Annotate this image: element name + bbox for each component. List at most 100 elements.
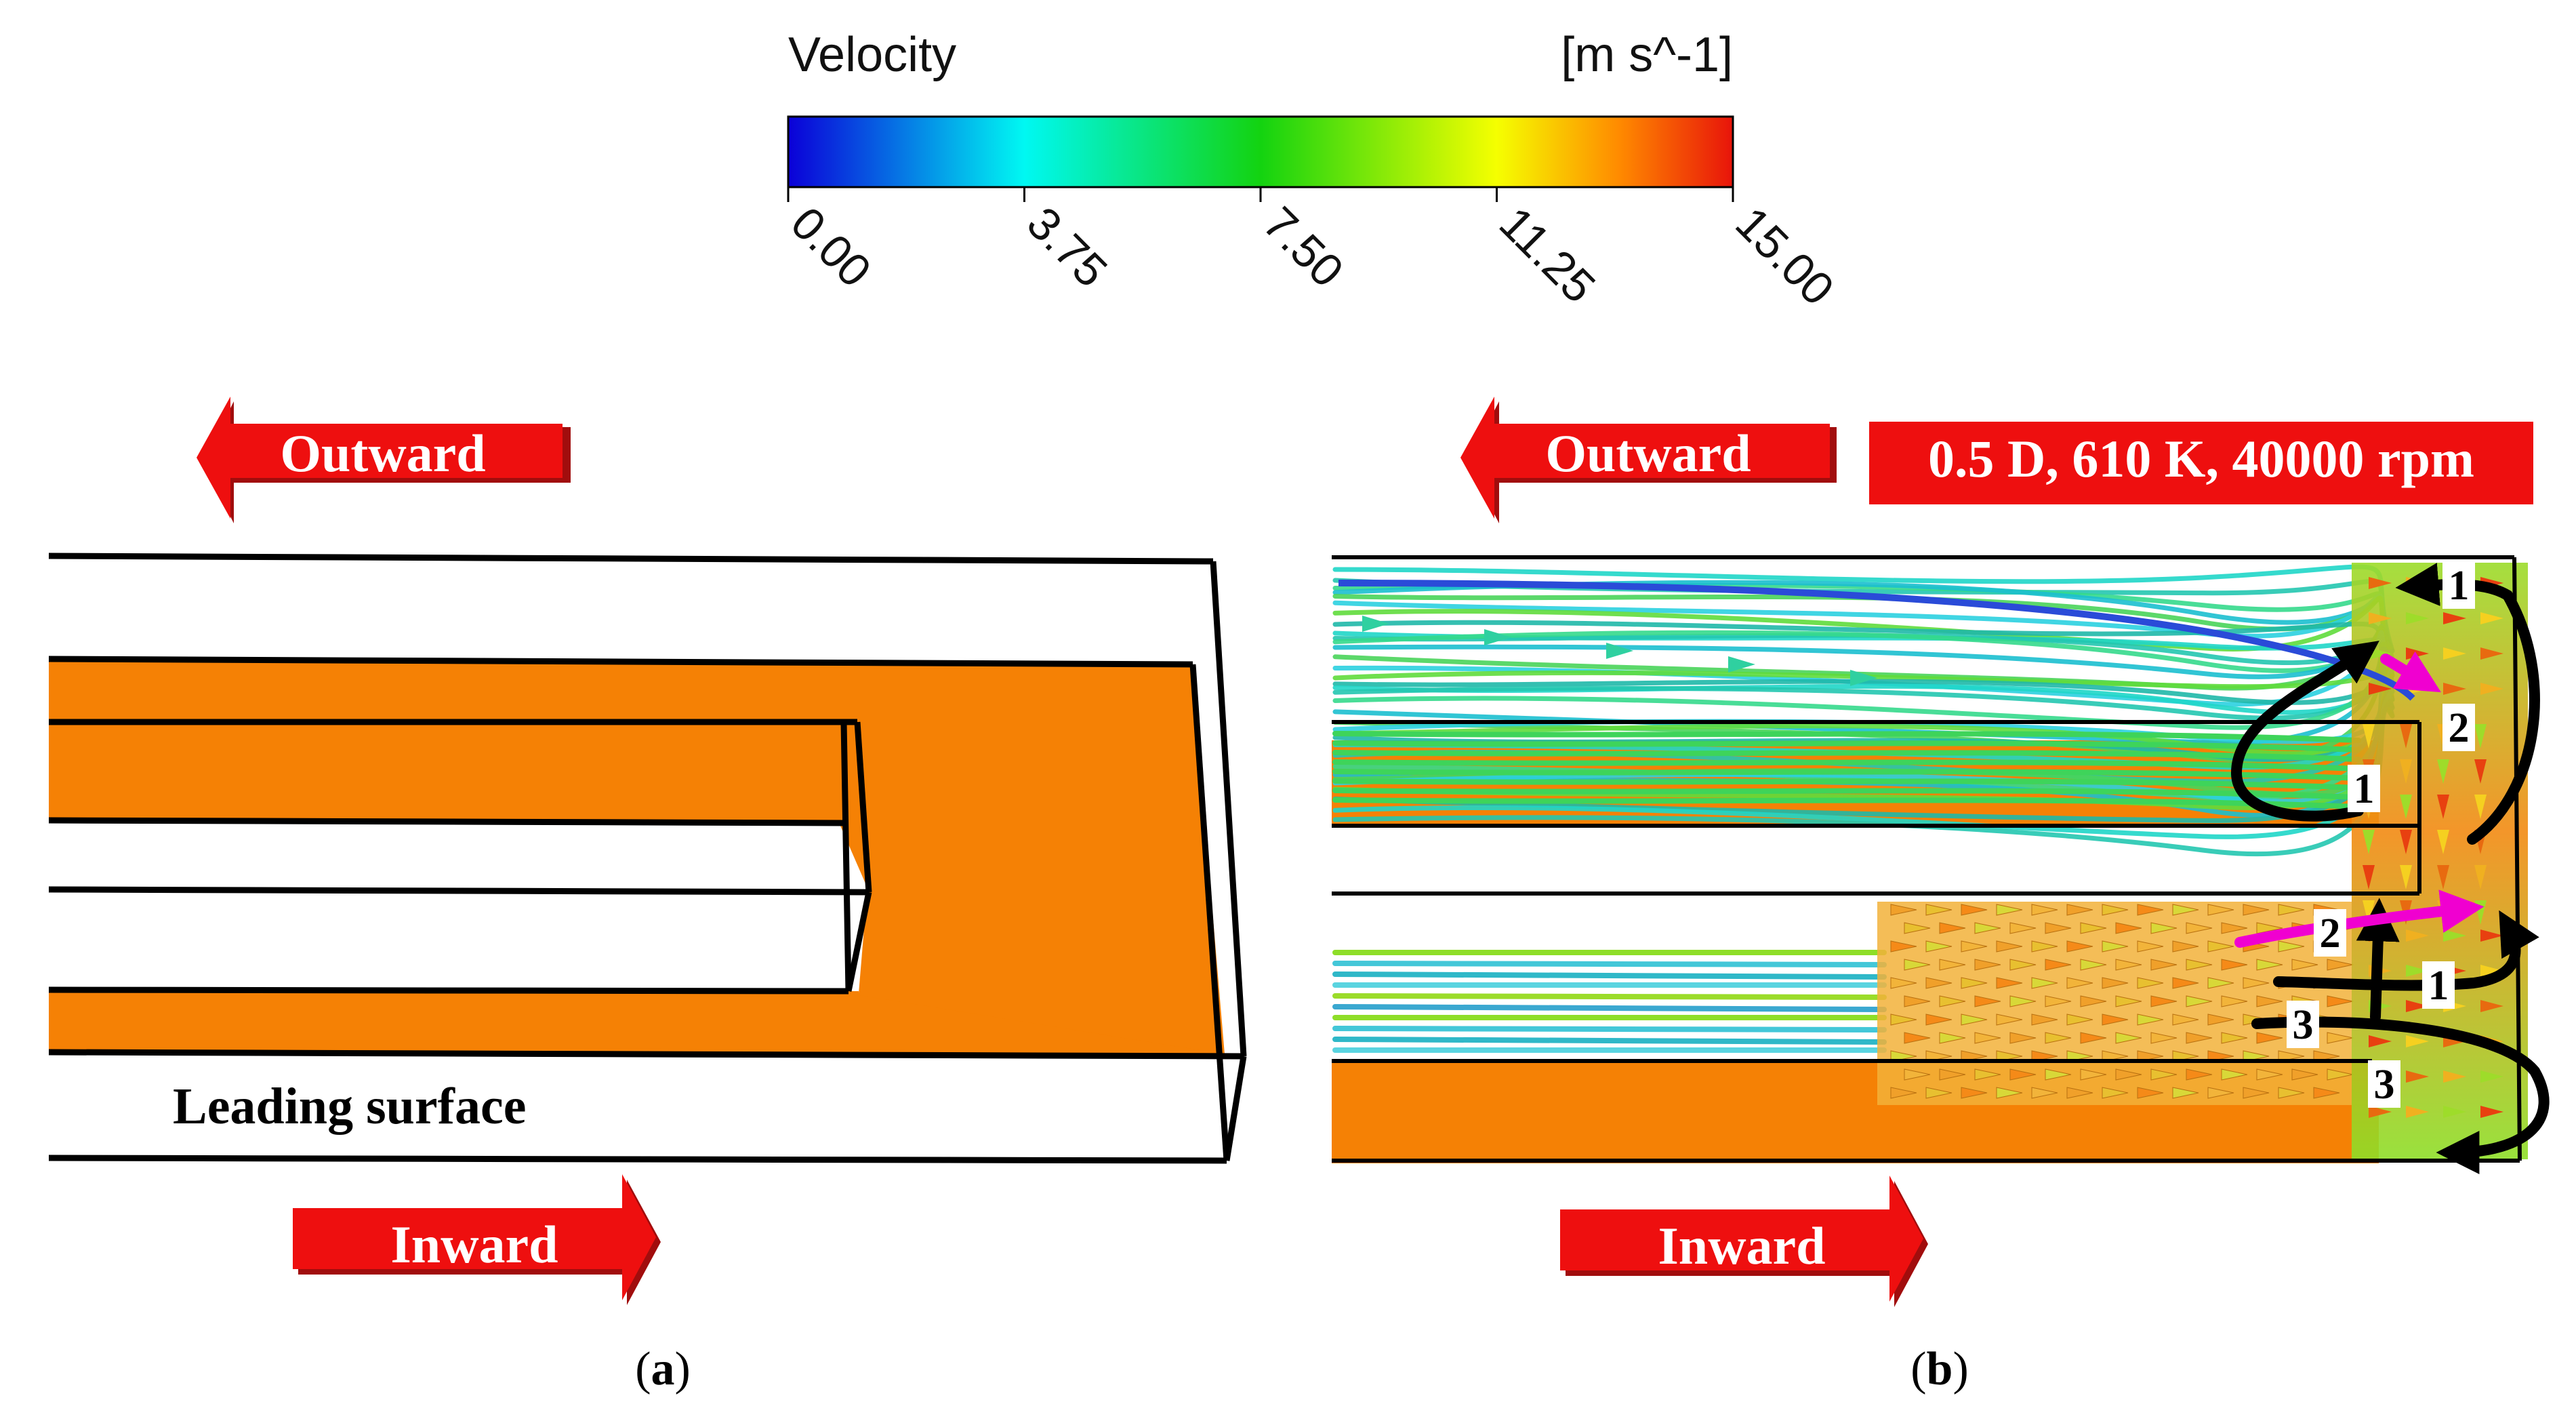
turn-arrow (2480, 612, 2503, 624)
vector-arrow (1904, 995, 1931, 1007)
vector-arrow (2327, 1032, 2354, 1044)
inward-arrow-a: Inward (293, 1174, 661, 1305)
vector-arrow (2137, 904, 2164, 916)
turn-arrow (2400, 865, 2412, 889)
turn-arrow (2406, 612, 2429, 624)
inner-wall-fill (49, 722, 859, 822)
vector-arrow (2243, 904, 2270, 916)
vector-arrow (2115, 995, 2142, 1007)
vector-arrow (2186, 922, 2213, 934)
vector-arrow (2221, 959, 2248, 971)
vector-arrow (2327, 1068, 2354, 1081)
turn-arrow (2474, 724, 2487, 748)
turn-arrow (2443, 683, 2466, 695)
vector-arrow (2172, 1014, 2199, 1026)
vector-arrow (2102, 904, 2129, 916)
vector-arrow (2009, 1068, 2037, 1081)
vector-arrow (2045, 1032, 2072, 1044)
vortex-marker: 1 (2354, 766, 2375, 812)
vector-arrow (2137, 1087, 2164, 1099)
vector-arrow (2009, 922, 2037, 934)
turn-arrow (2474, 759, 2487, 784)
vector-arrow (2243, 977, 2270, 989)
vector-arrow (2186, 1032, 2213, 1044)
channel-outline (48, 553, 1247, 1164)
vector-arrow (2172, 1087, 2199, 1099)
vector-arrow (2045, 1068, 2072, 1081)
vector-arrow (2066, 1087, 2093, 1099)
vector-arrow (2080, 959, 2107, 971)
vector-arrow (2031, 940, 2058, 953)
vector-arrow (2102, 940, 2129, 953)
streamline (1332, 1026, 1887, 1033)
turn-arrow (2369, 1106, 2392, 1118)
colorbar-gradient (787, 115, 1734, 188)
streamline (1332, 1037, 1887, 1045)
marker-box (2368, 1060, 2400, 1108)
vector-arrow (2221, 995, 2248, 1007)
turn-arrow (2480, 965, 2503, 977)
turn-arrow (2363, 865, 2375, 889)
vector-arrow (2291, 1068, 2318, 1081)
vector-arrow (2137, 1014, 2164, 1026)
inward-label-b: Inward (1658, 1216, 1825, 1275)
vector-arrow (1925, 1087, 1953, 1099)
turn-arrow (2480, 683, 2503, 695)
streamline (1332, 731, 2361, 743)
vector-arrow (1961, 1014, 1988, 1026)
streamline (1332, 769, 2361, 781)
turn-arrow (2437, 759, 2449, 784)
vector-arrow (2186, 1068, 2213, 1081)
turn-arrow (2400, 724, 2412, 748)
vector-arrow (2045, 995, 2072, 1007)
turn-arrow (2437, 830, 2449, 854)
vector-arrow (2221, 1032, 2248, 1044)
turn-arrow (2406, 929, 2429, 942)
vector-arrow (1904, 1068, 1931, 1081)
vector-arrow (1904, 959, 1931, 971)
vector-arrow (2066, 977, 2093, 989)
vector-arrow (2150, 1068, 2178, 1081)
vector-arrow (2031, 977, 2058, 989)
turn-arrow (2369, 612, 2392, 624)
vector-arrow (2080, 995, 2107, 1007)
caption-a: (a) (635, 1343, 691, 1395)
vector-arrow (1890, 1014, 1917, 1026)
vector-arrow (1890, 940, 1917, 953)
vector-arrow (2256, 922, 2283, 934)
vector-arrow (1925, 940, 1953, 953)
colorbar-unit: [m s^-1] (1561, 28, 1733, 82)
turn-arrow (2406, 1070, 2429, 1083)
marker-box (2314, 909, 2346, 957)
vector-arrow (1974, 1032, 2001, 1044)
marker-box (2442, 561, 2475, 609)
turn-arrow (2369, 577, 2392, 589)
marker-box (2287, 1001, 2319, 1048)
vector-arrow (1996, 1087, 2023, 1099)
vector-arrow (1974, 1068, 2001, 1081)
marker-box (2442, 704, 2475, 751)
vortex-marker: 1 (2449, 563, 2470, 609)
vector-arrow (1890, 1087, 1917, 1099)
vector-arrow (2102, 1014, 2129, 1026)
turn-arrow (2406, 965, 2429, 977)
turn-arrow (2363, 724, 2375, 748)
vector-arrow (2009, 1032, 2037, 1044)
inward-streamlines (1332, 950, 1887, 1053)
vector-arrow (1904, 922, 1931, 934)
turn-arrow (2363, 830, 2375, 854)
turn-arrow (2369, 1035, 2392, 1047)
turn-arrow (2443, 647, 2466, 660)
vector-arrow (2327, 995, 2354, 1007)
vector-arrow (2207, 904, 2234, 916)
outward-arrow-b: Outward (1460, 397, 1837, 523)
vector-arrow (2313, 1087, 2340, 1099)
streamline (1332, 788, 2361, 800)
turn-arrow (2474, 795, 2487, 819)
vector-arrow (2221, 1068, 2248, 1081)
vector-arrow (2172, 940, 2199, 953)
vector-arrow (1939, 959, 1966, 971)
colorbar-tick-label: 11.25 (1490, 197, 1606, 313)
turn-arrow (2437, 795, 2449, 819)
vector-arrow (2080, 1032, 2107, 1044)
